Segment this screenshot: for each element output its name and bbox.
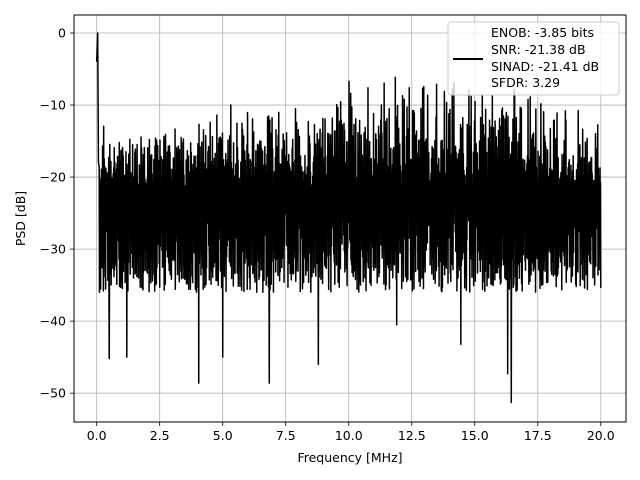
- x-tick-label: 10.0: [335, 428, 363, 443]
- y-tick-label: −10: [40, 98, 66, 113]
- legend-entry-enob: ENOB: -3.85 bits: [491, 25, 594, 40]
- x-tick-label: 7.5: [276, 428, 296, 443]
- legend-entry-snr: SNR: -21.38 dB: [491, 42, 586, 57]
- x-tick-label: 0.0: [87, 428, 107, 443]
- x-tick-label: 15.0: [461, 428, 489, 443]
- x-tick-label: 5.0: [213, 428, 233, 443]
- y-tick-label: 0: [58, 26, 66, 41]
- x-axis-label: Frequency [MHz]: [297, 450, 402, 465]
- x-tick-label: 12.5: [398, 428, 426, 443]
- legend-box: [447, 21, 620, 96]
- legend-entry-sinad: SINAD: -21.41 dB: [491, 59, 599, 74]
- y-axis-label: PSD [dB]: [13, 191, 28, 246]
- x-tick-label: 20.0: [587, 428, 615, 443]
- psd-series-line: [95, 32, 602, 404]
- plot-area-frame: [73, 14, 627, 423]
- y-tick-label: −20: [40, 170, 66, 185]
- y-axis-ticks: 0 −10 −20 −30 −40 −50: [40, 26, 74, 401]
- legend-entry-sfdr: SFDR: 3.29: [491, 75, 560, 90]
- x-axis-ticks: 0.0 2.5 5.0 7.5 10.0 12.5 15.0 17.5 20.0: [87, 422, 615, 443]
- legend: ENOB: -3.85 bits SNR: -21.38 dB SINAD: -…: [447, 21, 620, 96]
- x-tick-label: 17.5: [524, 428, 552, 443]
- series-layer: [95, 32, 602, 404]
- y-tick-label: −50: [40, 386, 66, 401]
- y-tick-label: −40: [40, 314, 66, 329]
- x-tick-label: 2.5: [150, 428, 170, 443]
- y-tick-label: −30: [40, 242, 66, 257]
